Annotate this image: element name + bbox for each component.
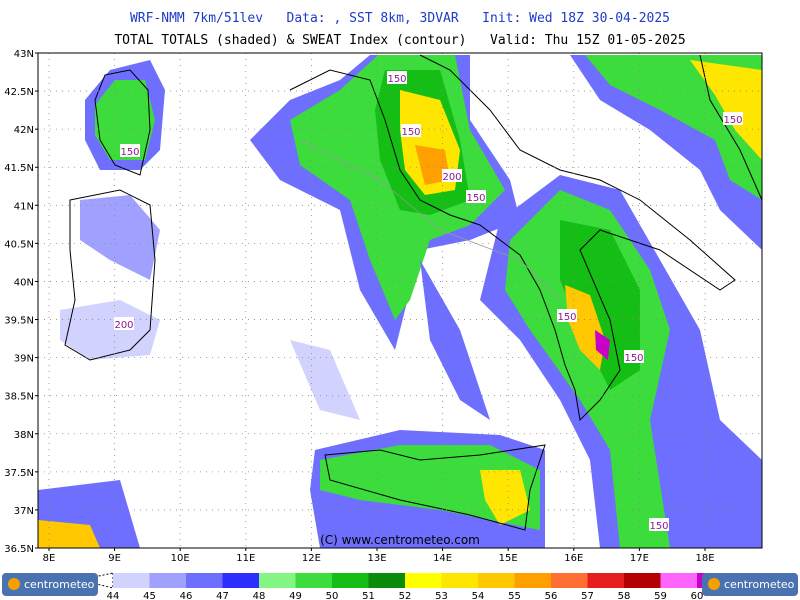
contour-label: 150 (387, 74, 406, 85)
colorbar-cell (295, 573, 332, 588)
lon-label: 18E (695, 553, 714, 564)
lat-label: 39.5N (4, 316, 34, 327)
lat-label: 41.5N (4, 163, 34, 174)
lon-label: 17E (630, 553, 649, 564)
contour-label-bg (557, 309, 577, 322)
lon-label: 10E (171, 553, 190, 564)
colorbar-label: 54 (472, 591, 485, 600)
contour-label: 200 (114, 320, 133, 331)
title: WRF-NMM 7km/51lev Data: , SST 8km, 3DVAR… (130, 11, 670, 26)
colorbar-cell (624, 573, 661, 588)
contour-labels: 150 150 150 150 150 150 150 150 200 200 (114, 71, 743, 532)
lat-label: 40N (14, 277, 34, 288)
colorbar-label: 56 (545, 591, 558, 600)
contour-label: 150 (649, 521, 668, 532)
lon-label: 9E (108, 553, 121, 564)
lon-label: 11E (236, 553, 255, 564)
colorbar-label: 45 (143, 591, 156, 600)
map-frame (37, 52, 763, 549)
logo-text: centrometeo (24, 578, 95, 591)
lat-label: 36.5N (4, 544, 34, 555)
contour-label-bg (442, 169, 462, 182)
contour-label: 150 (466, 193, 485, 204)
colorbar: 44 45 46 47 48 49 50 51 52 53 54 55 56 57 58 59 60 (79, 572, 769, 600)
colorbar-cell (332, 573, 369, 588)
colorbar-cell (478, 573, 515, 588)
colorbar-cell (660, 573, 697, 588)
colorbar-cell (405, 573, 442, 588)
map-area: 43N 42.5N 42N 41.5N 41N 40.5N 40N 39.5N 39N 38.5N… (4, 49, 763, 564)
graticule: 43N 42.5N 42N 41.5N 41N 40.5N 40N 39.5N 39N 38.5N… (4, 49, 762, 564)
copyright: (C) www.centrometeo.com (320, 533, 480, 547)
shading (38, 55, 762, 548)
contour-label-bg (723, 112, 743, 125)
logo-text: centrometeo (724, 578, 795, 591)
colorbar-label: 46 (180, 591, 193, 600)
lat-label: 42.5N (4, 87, 34, 98)
colorbar-label: 48 (253, 591, 266, 600)
lat-label: 39N (14, 354, 34, 365)
lat-label: 40.5N (4, 239, 34, 250)
contour-label: 200 (442, 172, 461, 183)
lat-label: 41N (14, 201, 34, 212)
colorbar-label: 55 (508, 591, 521, 600)
contour-label: 150 (120, 147, 139, 158)
colorbar-cell (441, 573, 478, 588)
colorbar-label: 51 (362, 591, 375, 600)
contour-label-bg (466, 190, 486, 203)
lat-label: 38.5N (4, 392, 34, 403)
colorbar-cell (222, 573, 259, 588)
contour-label: 150 (401, 127, 420, 138)
lat-label: 42N (14, 125, 34, 136)
colorbar-cell (113, 573, 150, 588)
contour-label: 150 (723, 115, 742, 126)
logo-right: centrometeo (702, 573, 798, 596)
contour-label: 150 (624, 353, 643, 364)
colorbar-label: 50 (326, 591, 339, 600)
lon-label: 15E (499, 553, 518, 564)
contour-label-bg (624, 350, 644, 363)
contour-label-bg (649, 518, 669, 531)
contour-label-bg (387, 71, 407, 84)
lat-label: 37N (14, 506, 34, 517)
lon-label: 16E (564, 553, 583, 564)
colorbar-label: 44 (107, 591, 120, 600)
contour-label: 150 (557, 312, 576, 323)
lat-label: 37.5N (4, 468, 34, 479)
colorbar-label: 60 (691, 591, 704, 600)
contour-label-bg (120, 144, 140, 157)
colorbar-cell (551, 573, 588, 588)
colorbar-cell (186, 573, 223, 588)
lat-label: 43N (14, 49, 34, 60)
lon-label: 13E (367, 553, 386, 564)
colorbar-label: 57 (581, 591, 594, 600)
colorbar-label: 59 (654, 591, 667, 600)
colorbar-label: 49 (289, 591, 302, 600)
colorbar-label: 58 (618, 591, 631, 600)
contour-label-bg (114, 317, 134, 330)
lon-label: 12E (302, 553, 321, 564)
colorbar-label: 53 (435, 591, 448, 600)
lon-label: 8E (43, 553, 56, 564)
contour-label-bg (401, 124, 421, 137)
colorbar-cell (149, 573, 186, 588)
subtitle: TOTAL TOTALS (shaded) & SWEAT Index (con… (114, 33, 685, 48)
colorbar-label: 52 (399, 591, 412, 600)
colorbar-cell (368, 573, 405, 588)
lon-label: 14E (433, 553, 452, 564)
colorbar-cell (514, 573, 551, 588)
colorbar-cell (587, 573, 624, 588)
lat-label: 38N (14, 430, 34, 441)
colorbar-cell (259, 573, 296, 588)
logo-left: centrometeo (2, 573, 98, 596)
colorbar-label: 47 (216, 591, 229, 600)
